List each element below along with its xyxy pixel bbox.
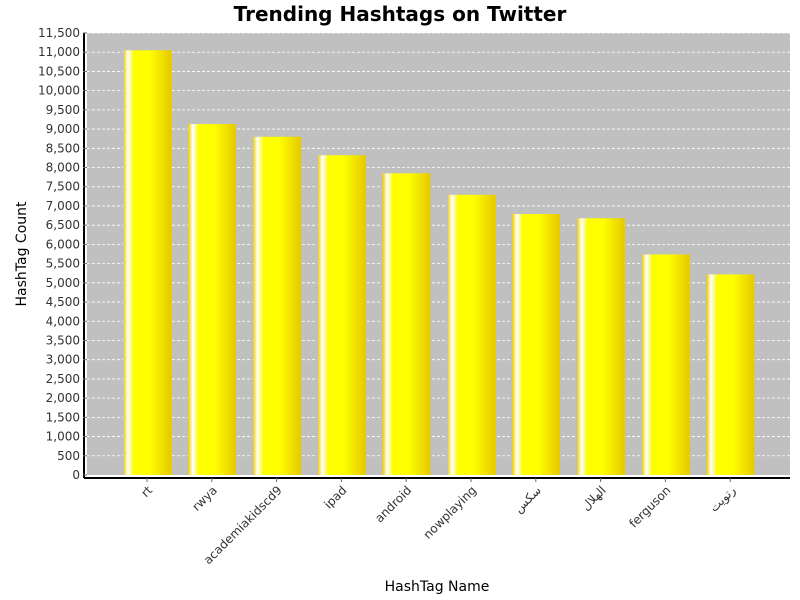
- y-tick-label: 2,000: [46, 391, 80, 405]
- bar: [447, 194, 495, 476]
- y-tick-label: 10,500: [38, 64, 80, 78]
- y-tick-label: 5,500: [46, 257, 80, 271]
- x-tick-label: nowplaying: [421, 483, 480, 542]
- y-axis-label: HashTag Count: [14, 201, 30, 307]
- y-tick-label: 8,500: [46, 141, 80, 155]
- axes: [83, 33, 790, 479]
- y-tick-label: 11,000: [38, 45, 80, 59]
- x-tick-label: ipad: [321, 483, 349, 511]
- y-tick-label: 6,000: [46, 237, 80, 251]
- y-tick-label: 0: [72, 468, 80, 482]
- x-tick-label: android: [372, 483, 414, 525]
- bar: [706, 274, 755, 475]
- y-tick-label: 7,500: [46, 180, 80, 194]
- y-tick-label: 8,000: [46, 161, 80, 175]
- y-tick-label: 2,500: [46, 372, 80, 386]
- x-tick-label: rt: [138, 483, 155, 500]
- x-tick-label: rwya: [189, 483, 220, 514]
- bar: [252, 136, 301, 475]
- y-tick-label: 7,000: [46, 199, 80, 213]
- y-tick-label: 6,500: [46, 218, 80, 232]
- bar: [511, 214, 560, 475]
- y-tick-label: 3,500: [46, 333, 80, 347]
- bar: [576, 218, 625, 475]
- bar: [123, 50, 171, 475]
- y-tick-label: 11,500: [38, 26, 80, 40]
- x-tick-label: ferguson: [626, 483, 673, 530]
- y-tick-label: 500: [57, 449, 80, 463]
- x-tick-label: الهلال: [579, 483, 609, 513]
- y-tick-label: 9,500: [46, 103, 80, 117]
- chart-title: Trending Hashtags on Twitter: [233, 2, 567, 26]
- y-tick-label: 10,000: [38, 84, 80, 98]
- bars: [123, 50, 755, 476]
- x-tick-label: سكس: [511, 483, 544, 516]
- x-axis-label: HashTag Name: [385, 579, 490, 595]
- x-tick-label: رتويت: [707, 483, 739, 515]
- y-ticks: 0 500 1,000 1,500 2,000 2,500 3,000 3,500 4,000 4…: [38, 26, 87, 482]
- y-tick-label: 4,000: [46, 314, 80, 328]
- bar: [317, 155, 366, 476]
- y-tick-label: 3,000: [46, 353, 80, 367]
- y-tick-label: 9,000: [46, 122, 80, 136]
- y-tick-label: 1,000: [46, 430, 80, 444]
- y-tick-label: 4,500: [46, 295, 80, 309]
- bar: [382, 173, 431, 475]
- y-tick-label: 5,000: [46, 276, 80, 290]
- bar: [187, 124, 236, 476]
- y-tick-label: 1,500: [46, 410, 80, 424]
- bar: [641, 254, 690, 475]
